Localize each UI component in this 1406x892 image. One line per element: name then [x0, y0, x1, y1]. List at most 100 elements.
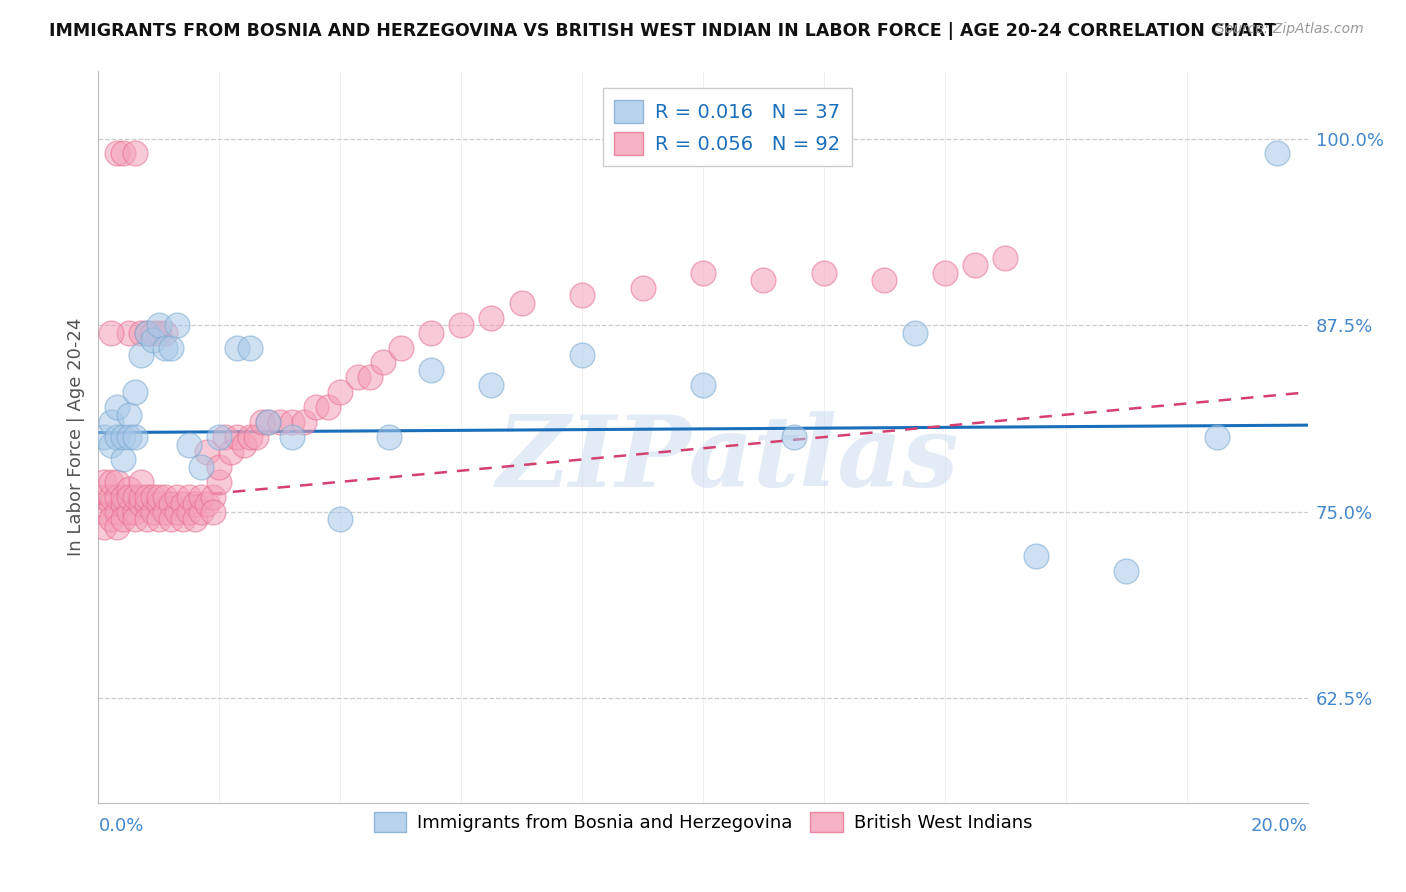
Point	[129, 475, 152, 489]
Point	[195, 445, 218, 459]
Point	[100, 415, 122, 429]
Point	[179, 490, 201, 504]
Point	[124, 385, 146, 400]
Point	[105, 505, 128, 519]
Point	[111, 430, 134, 444]
Point	[184, 497, 207, 511]
Point	[377, 430, 399, 444]
Point	[135, 326, 157, 340]
Text: 20.0%: 20.0%	[1251, 817, 1308, 836]
Point	[118, 408, 141, 422]
Point	[179, 505, 201, 519]
Point	[166, 490, 188, 504]
Point	[371, 355, 394, 369]
Point	[292, 415, 315, 429]
Point	[100, 437, 122, 451]
Point	[111, 497, 134, 511]
Point	[93, 519, 115, 533]
Point	[129, 326, 152, 340]
Point	[904, 326, 927, 340]
Point	[166, 505, 188, 519]
Point	[190, 505, 212, 519]
Point	[420, 363, 443, 377]
Point	[450, 318, 472, 332]
Point	[692, 377, 714, 392]
Point	[305, 401, 328, 415]
Point	[118, 505, 141, 519]
Point	[1024, 549, 1046, 564]
Point	[148, 326, 170, 340]
Point	[129, 348, 152, 362]
Point	[269, 415, 291, 429]
Point	[179, 437, 201, 451]
Point	[510, 295, 533, 310]
Point	[105, 146, 128, 161]
Point	[316, 401, 339, 415]
Point	[202, 505, 225, 519]
Point	[153, 505, 176, 519]
Point	[195, 497, 218, 511]
Point	[153, 341, 176, 355]
Point	[256, 415, 278, 429]
Point	[135, 497, 157, 511]
Point	[142, 333, 165, 347]
Point	[148, 497, 170, 511]
Point	[153, 326, 176, 340]
Point	[873, 273, 896, 287]
Point	[571, 348, 593, 362]
Point	[571, 288, 593, 302]
Text: 0.0%: 0.0%	[98, 817, 143, 836]
Point	[129, 497, 152, 511]
Point	[172, 512, 194, 526]
Point	[184, 512, 207, 526]
Point	[631, 281, 654, 295]
Point	[118, 483, 141, 497]
Point	[135, 490, 157, 504]
Point	[239, 341, 262, 355]
Point	[142, 490, 165, 504]
Point	[329, 385, 352, 400]
Point	[172, 497, 194, 511]
Point	[100, 475, 122, 489]
Point	[142, 505, 165, 519]
Point	[250, 415, 273, 429]
Point	[389, 341, 412, 355]
Point	[135, 512, 157, 526]
Point	[239, 430, 262, 444]
Point	[118, 490, 141, 504]
Point	[111, 452, 134, 467]
Point	[1267, 146, 1289, 161]
Legend: Immigrants from Bosnia and Herzegovina, British West Indians: Immigrants from Bosnia and Herzegovina, …	[364, 804, 1042, 841]
Point	[226, 341, 249, 355]
Point	[256, 415, 278, 429]
Point	[221, 445, 243, 459]
Point	[148, 490, 170, 504]
Point	[118, 326, 141, 340]
Point	[118, 430, 141, 444]
Text: IMMIGRANTS FROM BOSNIA AND HERZEGOVINA VS BRITISH WEST INDIAN IN LABOR FORCE | A: IMMIGRANTS FROM BOSNIA AND HERZEGOVINA V…	[49, 22, 1277, 40]
Point	[105, 519, 128, 533]
Point	[481, 310, 503, 325]
Point	[1206, 430, 1229, 444]
Point	[245, 430, 267, 444]
Text: ZIPatlas: ZIPatlas	[496, 411, 959, 508]
Point	[166, 318, 188, 332]
Point	[93, 430, 115, 444]
Point	[124, 430, 146, 444]
Point	[153, 490, 176, 504]
Point	[965, 259, 987, 273]
Point	[281, 430, 304, 444]
Point	[208, 430, 231, 444]
Point	[208, 459, 231, 474]
Point	[232, 437, 254, 451]
Point	[813, 266, 835, 280]
Point	[994, 251, 1017, 265]
Point	[105, 430, 128, 444]
Point	[148, 512, 170, 526]
Point	[214, 430, 236, 444]
Point	[329, 512, 352, 526]
Point	[481, 377, 503, 392]
Point	[129, 490, 152, 504]
Point	[190, 459, 212, 474]
Point	[160, 512, 183, 526]
